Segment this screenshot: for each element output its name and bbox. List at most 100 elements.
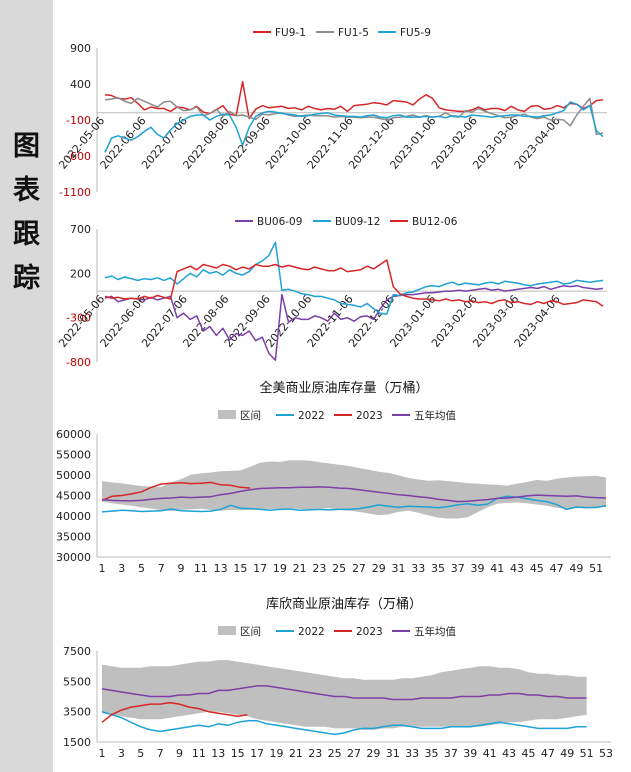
- x-tick-label: 29: [372, 562, 386, 575]
- x-tick-label: 29: [366, 747, 380, 760]
- x-tick-label: 41: [483, 747, 497, 760]
- x-tick-label: 9: [178, 562, 185, 575]
- y-tick-label: 40000: [56, 510, 91, 523]
- series-line: [101, 701, 248, 723]
- x-tick-label: 5: [138, 562, 145, 575]
- legend-item: 区间: [218, 409, 261, 422]
- x-tick-label: 19: [269, 747, 283, 760]
- x-tick-label: 31: [386, 747, 400, 760]
- x-tick-label: 45: [521, 747, 535, 760]
- legend-item: FU9-1: [253, 27, 306, 39]
- series-line: [101, 495, 607, 513]
- x-tick-label: 39: [463, 747, 477, 760]
- x-tick-label: 51: [580, 747, 594, 760]
- x-tick-label: 27: [347, 747, 361, 760]
- chart-title: 库欣商业原油库存（万桶）: [266, 596, 422, 612]
- series-line: [101, 486, 607, 503]
- y-tick-label: 35000: [56, 531, 91, 544]
- x-tick-label: 11: [192, 747, 206, 760]
- x-tick-label: 45: [530, 562, 544, 575]
- x-tick-label: 35: [431, 562, 445, 575]
- chart-cushing: 库欣商业原油库存（万桶）区间 2022 2023 五年均值75005500350015…: [63, 596, 613, 760]
- x-tick-label: 39: [471, 562, 485, 575]
- x-tick-label: 27: [352, 562, 366, 575]
- legend-item: 五年均值: [392, 409, 456, 422]
- legend-swatch: [218, 626, 236, 635]
- x-tick-label: 31: [391, 562, 405, 575]
- legend-item: FU1-5: [316, 27, 369, 39]
- x-tick-label: 25: [328, 747, 342, 760]
- y-tick-label: 7500: [63, 645, 91, 658]
- legend-item: BU12-06: [390, 216, 458, 228]
- x-tick-label: 21: [293, 562, 307, 575]
- legend-label: FU9-1: [275, 27, 306, 39]
- sidebar-title-char: 表: [13, 175, 40, 206]
- series-line: [101, 481, 251, 502]
- x-tick-label: 33: [411, 562, 425, 575]
- legend-label: 五年均值: [414, 409, 456, 422]
- x-tick-label: 17: [250, 747, 264, 760]
- x-tick-label: 23: [312, 562, 326, 575]
- legend-label: BU06-09: [257, 216, 302, 228]
- x-tick-label: 3: [118, 562, 125, 575]
- legend-item: 2023: [334, 626, 383, 638]
- y-tick-label: 400: [70, 78, 91, 91]
- band-range-area: [102, 660, 587, 730]
- legend-label: FU5-9: [400, 27, 431, 39]
- x-tick-label: 49: [560, 747, 574, 760]
- x-tick-label: 37: [451, 562, 465, 575]
- sidebar-title-char: 跟: [13, 219, 40, 250]
- legend-label: FU1-5: [338, 27, 369, 39]
- legend-label: 2023: [356, 626, 383, 638]
- x-tick-label: 25: [332, 562, 346, 575]
- x-tick-label: 5: [137, 747, 144, 760]
- legend-item: 五年均值: [392, 625, 456, 638]
- legend-item: 2022: [276, 410, 325, 422]
- sidebar-title-char: 踪: [13, 263, 40, 294]
- y-tick-label: 55000: [56, 449, 91, 462]
- x-tick-label: 41: [490, 562, 504, 575]
- y-tick-label: 700: [70, 223, 91, 236]
- legend-item: 2022: [276, 626, 325, 638]
- y-tick-label: 60000: [56, 428, 91, 441]
- legend-label: 区间: [240, 625, 261, 638]
- x-tick-label: 13: [214, 562, 228, 575]
- legend-label: 2022: [298, 626, 325, 638]
- legend-label: 2023: [356, 410, 383, 422]
- y-tick-label: 5500: [63, 675, 91, 688]
- chart-us: 全美商业原油库存量（万桶） 区间 2022 2023 五年均值 60000 55000 500…: [56, 380, 611, 575]
- legend-item: 2023: [334, 410, 383, 422]
- legend-label: 2022: [298, 410, 325, 422]
- chart-bu: BU06-09 BU09-12 BU12-06700200-300-8002022-…: [56, 216, 607, 369]
- x-tick-label: 17: [253, 562, 267, 575]
- y-tick-label: 30000: [56, 551, 91, 564]
- legend-label: BU12-06: [412, 216, 458, 228]
- x-tick-label: 9: [176, 747, 183, 760]
- x-tick-label: 53: [599, 747, 613, 760]
- x-tick-label: 19: [273, 562, 287, 575]
- series-line: [101, 710, 587, 736]
- x-tick-label: 47: [550, 562, 564, 575]
- y-tick-label: -300: [66, 312, 91, 325]
- legend-item: BU09-12: [313, 216, 380, 228]
- series-line: [104, 241, 604, 315]
- y-tick-label: 50000: [56, 469, 91, 482]
- x-tick-label: 43: [510, 562, 524, 575]
- series-line: [104, 284, 604, 361]
- legend-label: 五年均值: [414, 625, 456, 638]
- series-line: [101, 685, 587, 701]
- y-tick-label: 1500: [63, 736, 91, 749]
- x-tick-label: 1: [99, 747, 106, 760]
- x-tick-label: 3: [118, 747, 125, 760]
- chart-fu: FU9-1 FU1-5 FU5-9900400-100-600-11002022-0…: [56, 27, 607, 199]
- y-tick-label: -100: [66, 114, 91, 127]
- legend-swatch: [218, 410, 236, 419]
- x-tick-label: 35: [425, 747, 439, 760]
- chart-title: 全美商业原油库存量（万桶）: [259, 380, 428, 396]
- x-tick-label: 47: [541, 747, 555, 760]
- y-tick-label: 45000: [56, 490, 91, 503]
- x-tick-label: 15: [231, 747, 245, 760]
- series-line: [104, 81, 604, 120]
- x-tick-label: 11: [194, 562, 208, 575]
- legend-label: BU09-12: [335, 216, 380, 228]
